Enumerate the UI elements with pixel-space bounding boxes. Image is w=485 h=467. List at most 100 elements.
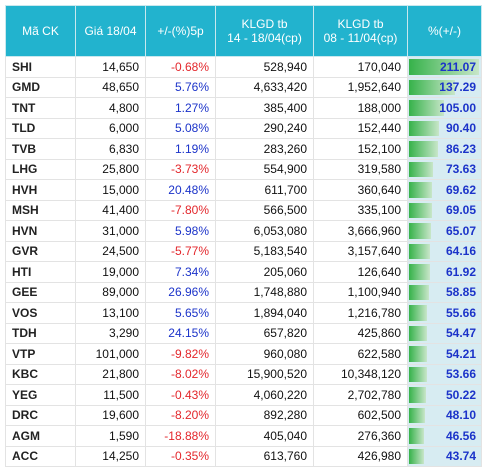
percent-change-bar (409, 202, 432, 218)
table-row: ACC 14,250 -0.35% 613,760 426,980 43.74 (5, 445, 482, 467)
avg-volume-current-cell: 4,060,220 (215, 384, 314, 406)
change-cell: -5.77% (145, 240, 216, 262)
avg-volume-previous-cell: 126,640 (313, 261, 408, 283)
change-cell: -9.82% (145, 343, 216, 365)
percent-change-value: 69.62 (445, 182, 476, 197)
price-cell: 14,250 (75, 445, 146, 467)
ticker-cell: TLD (5, 117, 76, 139)
table-row: GVR 24,500 -5.77% 5,183,540 3,157,640 64.16 (5, 240, 482, 262)
percent-change-cell: 43.74 (407, 445, 482, 467)
percent-change-bar (409, 448, 424, 464)
change-cell: 24.15% (145, 322, 216, 344)
header-change: +/-(%)5p (145, 5, 216, 57)
change-cell: 5.98% (145, 220, 216, 242)
percent-change-value: 55.66 (445, 305, 476, 320)
avg-volume-current-cell: 611,700 (215, 179, 314, 201)
percent-change-cell: 54.47 (407, 322, 482, 344)
header-avg-volume-current: KLGD tb 14 - 18/04(cp) (215, 5, 314, 57)
percent-change-bar (409, 182, 433, 198)
avg-volume-previous-cell: 170,040 (313, 56, 408, 78)
percent-change-bar (409, 305, 428, 321)
percent-change-cell: 73.63 (407, 158, 482, 180)
percent-change-bar (409, 243, 431, 259)
avg-volume-previous-cell: 188,000 (313, 97, 408, 119)
avg-volume-previous-cell: 426,980 (313, 445, 408, 467)
avg-volume-previous-cell: 1,216,780 (313, 302, 408, 324)
avg-volume-previous-cell: 3,157,640 (313, 240, 408, 262)
percent-change-bar (409, 161, 434, 177)
ticker-cell: YEG (5, 384, 76, 406)
stock-volume-table-container: Mã CK Giá 18/04 +/-(%)5p KLGD tb 14 - 18… (5, 5, 482, 467)
percent-change-value: 90.40 (445, 121, 476, 136)
percent-change-cell: 55.66 (407, 302, 482, 324)
avg-volume-previous-cell: 1,100,940 (313, 281, 408, 303)
table-row: HVH 15,000 20.48% 611,700 360,640 69.62 (5, 179, 482, 201)
change-cell: 20.48% (145, 179, 216, 201)
table-row: TLD 6,000 5.08% 290,240 152,440 90.40 (5, 117, 482, 139)
avg-volume-current-cell: 554,900 (215, 158, 314, 180)
change-cell: -0.35% (145, 445, 216, 467)
avg-volume-previous-cell: 425,860 (313, 322, 408, 344)
percent-change-cell: 53.66 (407, 363, 482, 385)
table-row: GEE 89,000 26.96% 1,748,880 1,100,940 58.85 (5, 281, 482, 303)
price-cell: 6,830 (75, 138, 146, 160)
ticker-cell: AGM (5, 425, 76, 447)
change-cell: 5.76% (145, 76, 216, 98)
avg-volume-current-cell: 657,820 (215, 322, 314, 344)
percent-change-cell: 211.07 (407, 56, 482, 78)
table-row: HVN 31,000 5.98% 6,053,080 3,666,960 65.07 (5, 220, 482, 242)
percent-change-bar (409, 407, 425, 423)
percent-change-bar (409, 223, 431, 239)
percent-change-value: 211.07 (439, 59, 476, 74)
avg-volume-previous-cell: 360,640 (313, 179, 408, 201)
percent-change-cell: 61.92 (407, 261, 482, 283)
percent-change-bar (409, 100, 444, 116)
header-percent-change: %(+/-) (407, 5, 482, 57)
avg-volume-current-cell: 892,280 (215, 404, 314, 426)
percent-change-value: 53.66 (445, 367, 476, 382)
stock-volume-table: Mã CK Giá 18/04 +/-(%)5p KLGD tb 14 - 18… (5, 5, 482, 467)
table-row: TNT 4,800 1.27% 385,400 188,000 105.00 (5, 97, 482, 119)
avg-volume-current-cell: 1,748,880 (215, 281, 314, 303)
table-header-row: Mã CK Giá 18/04 +/-(%)5p KLGD tb 14 - 18… (5, 5, 482, 57)
ticker-cell: VOS (5, 302, 76, 324)
percent-change-bar (409, 346, 427, 362)
avg-volume-previous-cell: 335,100 (313, 199, 408, 221)
avg-volume-current-cell: 385,400 (215, 97, 314, 119)
change-cell: -8.02% (145, 363, 216, 385)
percent-change-value: 58.85 (445, 285, 476, 300)
percent-change-bar (409, 387, 426, 403)
avg-volume-current-cell: 205,060 (215, 261, 314, 283)
price-cell: 4,800 (75, 97, 146, 119)
price-cell: 31,000 (75, 220, 146, 242)
avg-volume-current-cell: 960,080 (215, 343, 314, 365)
change-cell: 1.27% (145, 97, 216, 119)
ticker-cell: GEE (5, 281, 76, 303)
header-ticker: Mã CK (5, 5, 76, 57)
table-row: MSH 41,400 -7.80% 566,500 335,100 69.05 (5, 199, 482, 221)
percent-change-value: 46.56 (445, 428, 476, 443)
price-cell: 48,650 (75, 76, 146, 98)
ticker-cell: LHG (5, 158, 76, 180)
percent-change-bar (409, 59, 480, 75)
avg-volume-previous-cell: 152,100 (313, 138, 408, 160)
change-cell: 5.08% (145, 117, 216, 139)
price-cell: 11,500 (75, 384, 146, 406)
ticker-cell: TDH (5, 322, 76, 344)
percent-change-bar (409, 284, 429, 300)
percent-change-cell: 46.56 (407, 425, 482, 447)
header-price: Giá 18/04 (75, 5, 146, 57)
change-cell: -7.80% (145, 199, 216, 221)
change-cell: -3.73% (145, 158, 216, 180)
table-row: HTI 19,000 7.34% 205,060 126,640 61.92 (5, 261, 482, 283)
percent-change-cell: 64.16 (407, 240, 482, 262)
ticker-cell: SHI (5, 56, 76, 78)
percent-change-value: 73.63 (445, 162, 476, 177)
percent-change-bar (409, 366, 427, 382)
table-row: VTP 101,000 -9.82% 960,080 622,580 54.21 (5, 343, 482, 365)
change-cell: 5.65% (145, 302, 216, 324)
avg-volume-current-cell: 613,760 (215, 445, 314, 467)
avg-volume-current-cell: 6,053,080 (215, 220, 314, 242)
price-cell: 41,400 (75, 199, 146, 221)
percent-change-cell: 48.10 (407, 404, 482, 426)
